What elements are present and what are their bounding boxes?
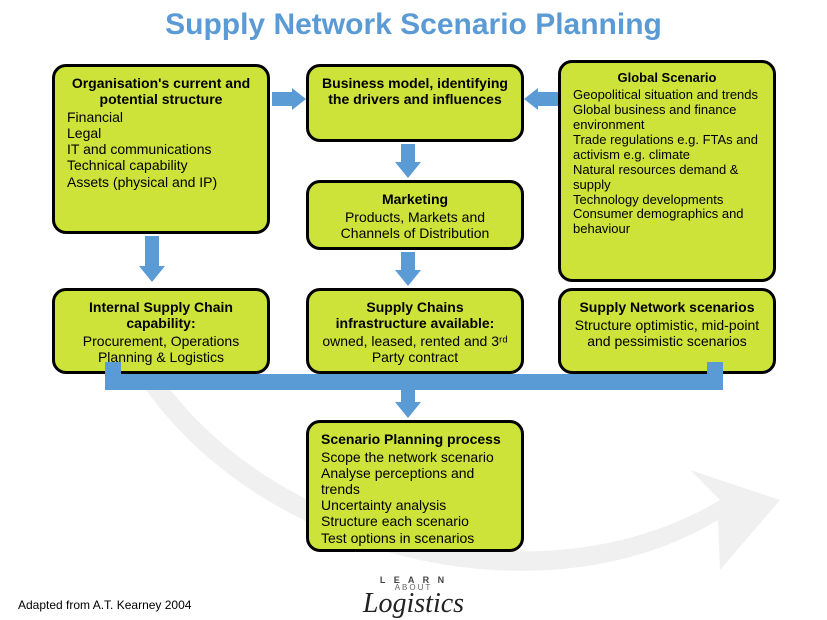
box-organisation-title: Organisation's current and potential str… <box>67 75 255 107</box>
box-planning-process-title: Scenario Planning process <box>321 431 509 447</box>
logo-logistics-text: Logistics <box>363 591 464 616</box>
arrow-global-to-biz <box>524 88 558 110</box>
arrow-org-to-internal <box>139 236 165 282</box>
box-organisation-line: Financial <box>67 109 255 125</box>
box-organisation-line: Technical capability <box>67 157 255 173</box>
logistics-logo: L E A R N ABOUT Logistics <box>363 576 464 616</box>
box-marketing-line: Products, Markets and Channels of Distri… <box>321 209 509 241</box>
box-planning-process-line: Uncertainty analysis <box>321 497 509 513</box>
box-planning-process-line: Analyse perceptions and trends <box>321 465 509 497</box>
box-network-scenarios-line: Structure optimistic, mid-point and pess… <box>573 317 761 349</box>
box-planning-process-line: Structure each scenario <box>321 513 509 529</box>
box-infrastructure: Supply Chains infrastructure available: … <box>306 288 524 374</box>
box-planning-process-line: Test options in scenarios <box>321 530 509 546</box>
merge-drop-left <box>105 362 121 378</box>
box-planning-process-line: Scope the network scenario <box>321 449 509 465</box>
footer-credit-text: Adapted from A.T. Kearney 2004 <box>18 598 191 612</box>
box-network-scenarios-title: Supply Network scenarios <box>573 299 761 315</box>
box-organisation-line: IT and communications <box>67 141 255 157</box>
box-global-scenario-title: Global Scenario <box>573 71 761 86</box>
box-organisation: Organisation's current and potential str… <box>52 64 270 234</box>
box-global-line: Global business and finance environment <box>573 103 761 133</box>
box-business-model: Business model, identifying the drivers … <box>306 64 524 142</box>
box-global-line: Consumer demographics and behaviour <box>573 207 761 237</box>
box-global-line: Technology developments <box>573 193 761 208</box>
box-global-line: Trade regulations e.g. FTAs and activism… <box>573 133 761 163</box>
arrow-org-to-biz <box>272 88 306 110</box>
box-infrastructure-line: owned, leased, rented and 3ʳᵈ Party cont… <box>321 333 509 365</box>
box-global-line: Geopolitical situation and trends <box>573 88 761 103</box>
arrow-biz-to-marketing <box>395 144 421 178</box>
merge-drop-right <box>707 362 723 378</box>
box-organisation-line: Assets (physical and IP) <box>67 174 255 190</box>
box-network-scenarios: Supply Network scenarios Structure optim… <box>558 288 776 374</box>
box-global-scenario: Global Scenario Geopolitical situation a… <box>558 60 776 282</box>
box-internal-title: Internal Supply Chain capability: <box>67 299 255 331</box>
box-business-model-title: Business model, identifying the drivers … <box>321 75 509 107</box>
diagram-title: Supply Network Scenario Planning <box>0 0 827 42</box>
box-infrastructure-title: Supply Chains infrastructure available: <box>321 299 509 331</box>
box-internal-capability: Internal Supply Chain capability: Procur… <box>52 288 270 374</box>
arrow-marketing-to-infra <box>395 252 421 286</box>
box-marketing-title: Marketing <box>321 191 509 207</box>
diagram-canvas: Organisation's current and potential str… <box>0 60 827 620</box>
arrow-merge-to-process <box>395 384 421 418</box>
box-marketing: Marketing Products, Markets and Channels… <box>306 180 524 250</box>
box-global-line: Natural resources demand & supply <box>573 163 761 193</box>
box-internal-line: Procurement, Operations Planning & Logis… <box>67 333 255 365</box>
box-organisation-line: Legal <box>67 125 255 141</box>
box-planning-process: Scenario Planning process Scope the netw… <box>306 420 524 552</box>
